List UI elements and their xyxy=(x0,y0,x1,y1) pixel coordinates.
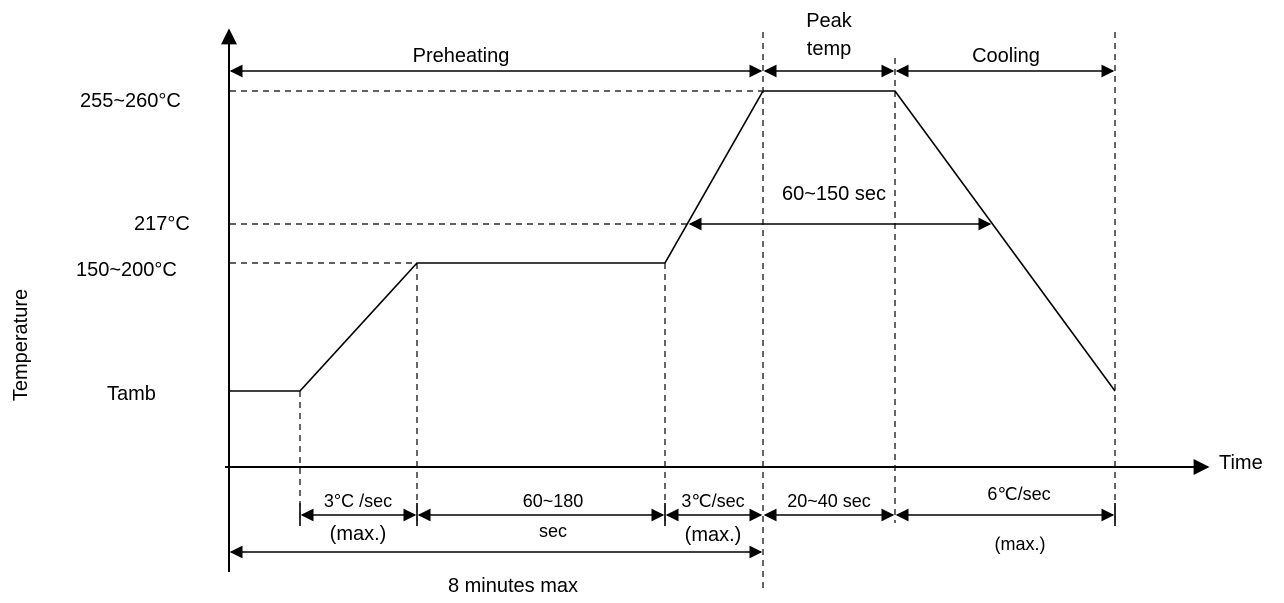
cooling-max-label: (max.) xyxy=(995,534,1046,554)
reflow-profile-curve xyxy=(229,90,1116,392)
cooling-label: Cooling xyxy=(972,45,1040,67)
soak-time-label-line1: 60~180 xyxy=(523,491,584,511)
x-axis-label: Time xyxy=(1219,452,1263,474)
total-time-label: 8 minutes max xyxy=(448,575,578,597)
peak-label-line1: Peak xyxy=(806,10,853,32)
above-liquidus-label: 60~150 sec xyxy=(782,183,886,205)
ramp-up-max-label: (max.) xyxy=(330,523,387,545)
ramp-to-peak-max-label: (max.) xyxy=(685,524,742,546)
ambient-level-label: Tamb xyxy=(107,383,156,405)
peak-temp-level-label: 255~260°C xyxy=(80,90,181,112)
liquidus-level-label: 217°C xyxy=(134,213,190,235)
peak-time-label: 20~40 sec xyxy=(787,491,871,511)
ramp-up-rate-label: 3°C /sec xyxy=(324,491,392,511)
soak-level-label: 150~200°C xyxy=(76,259,177,281)
y-axis-label: Temperature xyxy=(10,289,32,401)
ramp-to-peak-rate-label: 3℃/sec xyxy=(681,491,744,511)
cooling-rate-label: 6℃/sec xyxy=(987,484,1050,504)
soak-time-label-line2: sec xyxy=(539,521,567,541)
peak-label-line2: temp xyxy=(807,38,851,60)
preheating-label: Preheating xyxy=(413,45,510,67)
